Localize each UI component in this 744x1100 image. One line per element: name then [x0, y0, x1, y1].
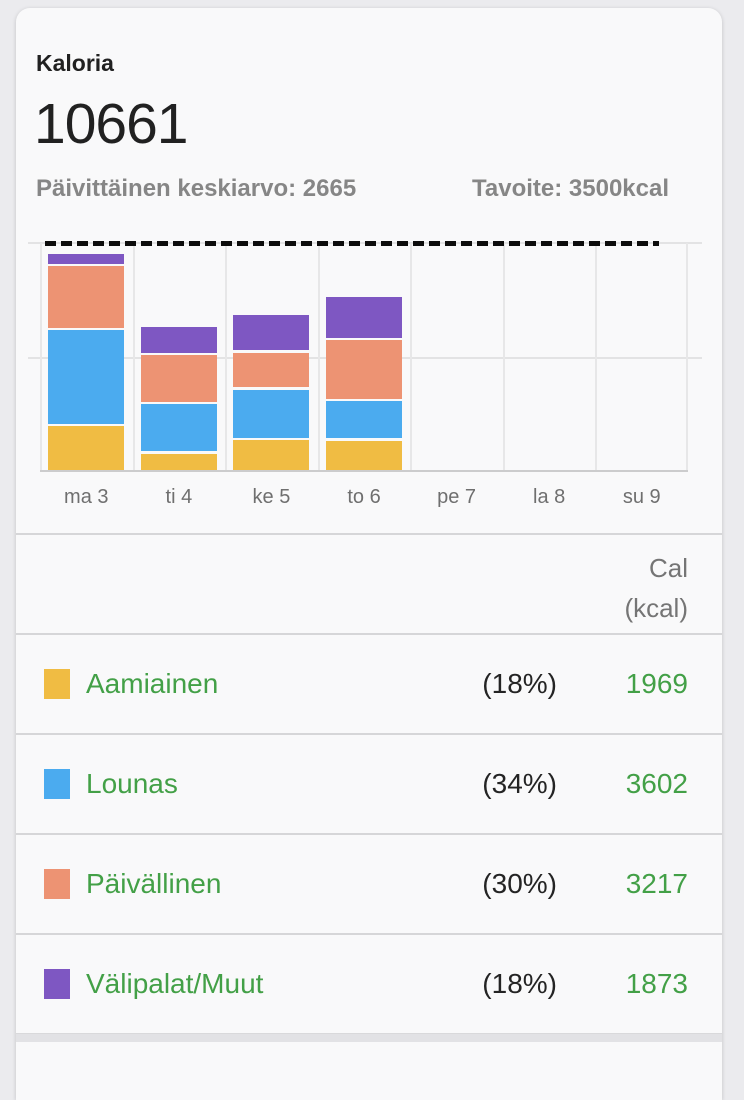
- table-header-cal-kcal: Cal (kcal): [16, 533, 722, 633]
- vertical-grid-line: [225, 243, 227, 470]
- table-header-line2: (kcal): [624, 593, 688, 623]
- x-axis-label: ti 4: [165, 486, 193, 508]
- row-percent: (34%): [482, 768, 557, 799]
- bar-segment-lounas[interactable]: [326, 401, 402, 439]
- vertical-grid-line: [595, 243, 597, 470]
- bar-segment-p-iv-llinen[interactable]: [233, 352, 310, 388]
- vertical-grid-line: [133, 243, 135, 470]
- aamiainen-color-swatch: [44, 669, 70, 699]
- x-axis-label: pe 7: [437, 486, 477, 508]
- vertical-grid-line: [40, 243, 42, 470]
- target-dashed-line: [45, 241, 659, 246]
- x-axis-label: ma 3: [64, 486, 109, 508]
- bar-segment-aamiainen[interactable]: [233, 440, 310, 470]
- row-value: 1873: [625, 968, 688, 999]
- row-value: 1969: [625, 668, 688, 699]
- target-label: Tavoite: 3500kcal: [472, 175, 670, 202]
- vertical-grid-line: [410, 243, 412, 470]
- section-divider-band: [16, 1033, 722, 1042]
- table-row-lounas[interactable]: Lounas (34%) 3602: [16, 733, 722, 833]
- table-header-line1: Cal: [648, 553, 688, 583]
- bar-segment-v-lipalat-muut[interactable]: [140, 326, 217, 353]
- bar-segment-aamiainen[interactable]: [140, 453, 217, 470]
- table-row-valipalat-muut[interactable]: Välipalat/Muut (18%) 1873: [16, 933, 722, 1033]
- daily-average-label: Päivittäinen keskiarvo: 2665: [36, 175, 357, 202]
- row-label: Päivällinen: [86, 868, 222, 899]
- bar-segment-aamiainen[interactable]: [48, 426, 125, 470]
- calories-bar-chart: [28, 241, 702, 472]
- x-axis-label: to 6: [347, 486, 381, 508]
- bar-segment-lounas[interactable]: [48, 330, 125, 424]
- total-calories-value: 10661: [34, 92, 189, 156]
- paivallinen-color-swatch: [44, 869, 70, 899]
- vertical-grid-line: [318, 243, 320, 470]
- x-axis-labels: ma 3 ti 4 ke 5 to 6 pe 7 la 8 su 9: [40, 486, 688, 516]
- valipalat-color-swatch: [44, 969, 70, 999]
- table-row-aamiainen[interactable]: Aamiainen (18%) 1969: [16, 633, 722, 733]
- vertical-grid-line: [503, 243, 505, 470]
- meal-breakdown-table: Cal (kcal) Aamiainen (18%) 1969 Lounas (…: [16, 533, 722, 1033]
- bar-segment-p-iv-llinen[interactable]: [48, 266, 125, 328]
- x-axis-label: ke 5: [252, 486, 291, 508]
- bar-segment-v-lipalat-muut[interactable]: [326, 297, 402, 338]
- row-label: Lounas: [86, 768, 178, 799]
- row-value: 3602: [625, 768, 688, 799]
- row-percent: (18%): [482, 968, 557, 999]
- bar-segment-v-lipalat-muut[interactable]: [233, 315, 310, 351]
- row-label: Aamiainen: [86, 668, 219, 699]
- row-label: Välipalat/Muut: [86, 968, 264, 999]
- lounas-color-swatch: [44, 769, 70, 799]
- row-percent: (18%): [482, 668, 557, 699]
- page-title: Kaloria: [36, 50, 114, 76]
- bar-segment-lounas[interactable]: [233, 389, 310, 438]
- row-percent: (30%): [482, 868, 557, 899]
- table-row-paivallinen[interactable]: Päivällinen (30%) 3217: [16, 833, 722, 933]
- x-axis-label: la 8: [533, 486, 566, 508]
- vertical-grid-line: [686, 243, 688, 470]
- bar-segment-lounas[interactable]: [140, 404, 217, 452]
- bar-segment-p-iv-llinen[interactable]: [140, 355, 217, 402]
- row-value: 3217: [625, 868, 688, 899]
- bar-segment-p-iv-llinen[interactable]: [326, 340, 402, 399]
- bar-segment-aamiainen[interactable]: [326, 440, 402, 470]
- calories-card: Kaloria 10661 Päivittäinen keskiarvo: 26…: [16, 8, 722, 1100]
- bar-segment-v-lipalat-muut[interactable]: [48, 253, 125, 264]
- x-axis-label: su 9: [622, 486, 661, 508]
